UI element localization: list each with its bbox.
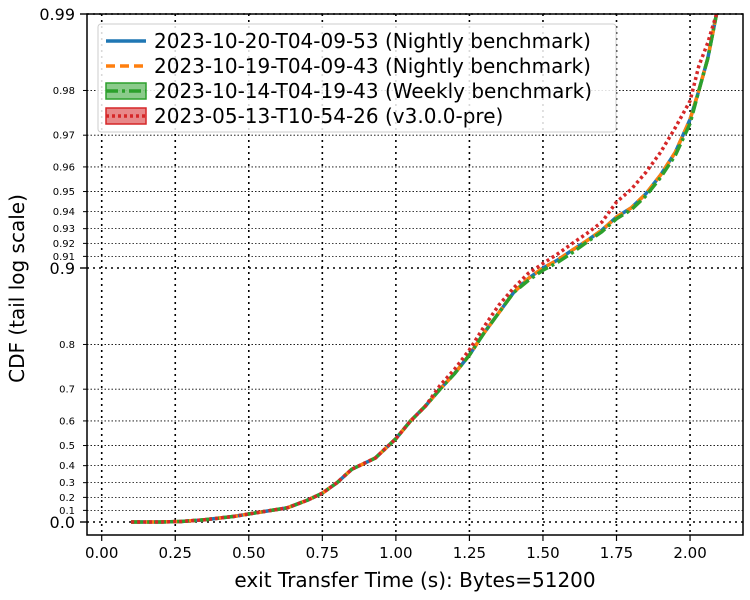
y-minor-tick-label: 0.1 bbox=[59, 506, 75, 517]
y-minor-tick-label: 0.7 bbox=[59, 385, 75, 396]
x-tick-label: 1.50 bbox=[526, 544, 559, 562]
y-major-tick-label: 0.99 bbox=[39, 5, 75, 24]
x-tick-label: 0.75 bbox=[306, 544, 339, 562]
legend-label-2: 2023-10-19-T04-09-43 (Nightly benchmark) bbox=[154, 54, 591, 78]
y-axis-ticks: 0.1 0.2 0.3 0.4 0.5 0.6 0.7 0.8 0.91 0.92 0.93 0.94… bbox=[39, 5, 87, 532]
x-tick-label: 0.50 bbox=[232, 544, 265, 562]
y-minor-tick-label: 0.2 bbox=[59, 493, 75, 504]
y-minor-tick-label: 0.3 bbox=[59, 478, 75, 489]
y-minor-tick-label: 0.97 bbox=[53, 131, 75, 142]
y-minor-tick-label: 0.94 bbox=[53, 207, 75, 218]
x-tick-label: 0.25 bbox=[159, 544, 192, 562]
y-minor-tick-label: 0.8 bbox=[59, 340, 75, 351]
series-lines bbox=[131, 13, 719, 524]
x-tick-label: 1.00 bbox=[379, 544, 412, 562]
legend-label-3: 2023-10-14-T04-19-43 (Weekly benchmark) bbox=[154, 79, 592, 103]
y-minor-tick-label: 0.4 bbox=[59, 461, 75, 472]
legend: 2023-10-20-T04-09-53 (Nightly benchmark)… bbox=[97, 23, 617, 133]
plot-frame bbox=[86, 13, 744, 536]
y-minor-tick-label: 0.91 bbox=[53, 252, 75, 263]
x-axis-label: exit Transfer Time (s): Bytes=51200 bbox=[234, 568, 595, 592]
y-major-tick-label: 0.9 bbox=[50, 259, 75, 278]
y-minor-tick-label: 0.6 bbox=[59, 416, 75, 427]
x-tick-label: 0.00 bbox=[85, 544, 118, 562]
y-minor-tick-label: 0.92 bbox=[53, 239, 75, 250]
legend-label-1: 2023-10-20-T04-09-53 (Nightly benchmark) bbox=[154, 29, 591, 53]
y-minor-tick-label: 0.93 bbox=[53, 224, 75, 235]
y-minor-tick-label: 0.98 bbox=[53, 86, 75, 97]
legend-box bbox=[97, 23, 617, 133]
legend-label-4: 2023-05-13-T10-54-26 (v3.0.0-pre) bbox=[154, 104, 503, 128]
y-minor-tick-label: 0.95 bbox=[53, 187, 75, 198]
x-tick-label: 1.25 bbox=[453, 544, 486, 562]
x-tick-label: 2.00 bbox=[673, 544, 706, 562]
x-axis-ticks: 0.00 0.25 0.50 0.75 1.00 1.25 1.50 1.75 2.00 bbox=[85, 535, 707, 562]
y-axis-label: CDF (tail log scale) bbox=[5, 194, 29, 383]
x-tick-label: 1.75 bbox=[600, 544, 633, 562]
y-minor-tick-label: 0.5 bbox=[59, 441, 75, 452]
y-minor-tick-label: 0.96 bbox=[53, 162, 75, 173]
series-line-4 bbox=[131, 13, 719, 524]
y-major-tick-label: 0.0 bbox=[50, 513, 75, 532]
